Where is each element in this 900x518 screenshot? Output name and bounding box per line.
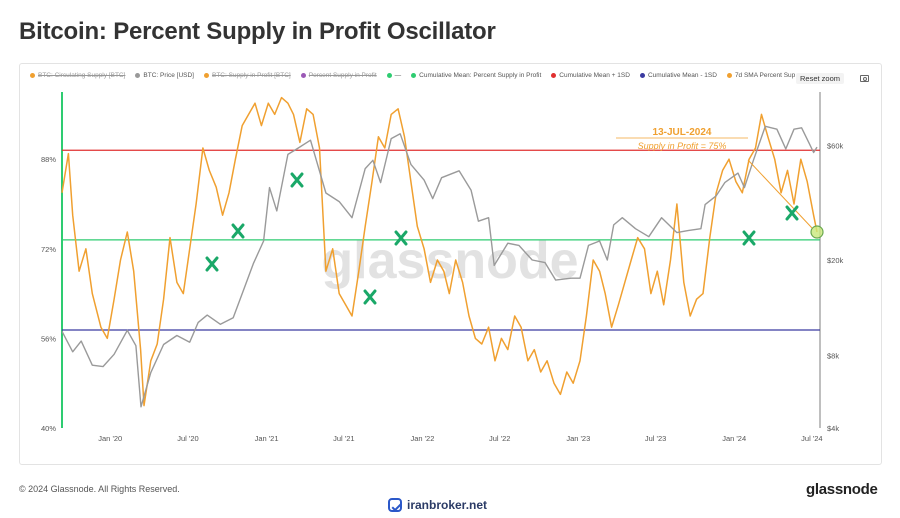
page-title: Bitcoin: Percent Supply in Profit Oscill… bbox=[19, 18, 496, 45]
legend-label: Cumulative Mean - 1SD bbox=[647, 72, 717, 79]
y-right-tick-label: $20k bbox=[827, 256, 844, 265]
legend-swatch bbox=[551, 73, 557, 78]
x-marker-icon bbox=[363, 289, 377, 305]
legend-swatch bbox=[386, 73, 392, 78]
legend-swatch bbox=[203, 73, 209, 78]
brand-label: iranbroker.net bbox=[407, 498, 488, 512]
legend-label: BTC: Supply in Profit [BTC] bbox=[211, 72, 291, 79]
x-marker-icon bbox=[742, 230, 756, 246]
x-tick-label: Jul '20 bbox=[177, 434, 198, 443]
legend-swatch bbox=[639, 73, 645, 78]
y-left-tick-label: 56% bbox=[41, 334, 56, 343]
y-right-tick-label: $8k bbox=[827, 352, 839, 361]
chart-check-icon bbox=[388, 498, 402, 512]
x-marker-icon bbox=[290, 172, 304, 188]
x-tick-label: Jan '20 bbox=[98, 434, 122, 443]
annotation-date: 13-JUL-2024 bbox=[653, 127, 712, 138]
legend-swatch bbox=[411, 73, 417, 78]
x-tick-label: Jul '21 bbox=[333, 434, 354, 443]
legend-label: 7d SMA Percent Sup bbox=[734, 72, 796, 79]
camera-icon[interactable] bbox=[860, 75, 869, 82]
reset-zoom-button[interactable]: Reset zoom bbox=[796, 73, 845, 84]
x-tick-label: Jan '24 bbox=[722, 434, 746, 443]
legend-swatch bbox=[135, 73, 141, 78]
legend-item[interactable]: Cumulative Mean - 1SD bbox=[639, 72, 717, 79]
x-marker-icon bbox=[205, 256, 219, 272]
legend-item[interactable]: Cumulative Mean + 1SD bbox=[551, 72, 630, 79]
annotation-pointer bbox=[747, 159, 813, 229]
y-right-tick-label: $60k bbox=[827, 141, 844, 150]
y-right-tick-label: $4k bbox=[827, 424, 839, 433]
brand-link[interactable]: iranbroker.net bbox=[388, 498, 487, 512]
glassnode-logo: glassnode bbox=[806, 481, 878, 498]
legend-item[interactable]: Percent Supply in Profit bbox=[300, 72, 377, 79]
current-value-marker bbox=[810, 225, 824, 239]
supply-profit-sma-line bbox=[61, 96, 818, 407]
legend-label: Cumulative Mean + 1SD bbox=[559, 72, 630, 79]
x-marker-icon bbox=[785, 205, 799, 221]
x-tick-label: Jan '22 bbox=[410, 434, 434, 443]
legend-item[interactable]: — bbox=[386, 72, 402, 79]
legend-item[interactable]: Cumulative Mean: Percent Supply in Profi… bbox=[411, 72, 541, 79]
copyright-text: © 2024 Glassnode. All Rights Reserved. bbox=[19, 484, 180, 494]
y-left-tick-label: 72% bbox=[41, 245, 56, 254]
legend-item[interactable]: BTC: Price [USD] bbox=[135, 72, 194, 79]
x-tick-label: Jan '21 bbox=[255, 434, 279, 443]
chart-panel: BTC: Circulating Supply [BTC] BTC: Price … bbox=[19, 63, 882, 465]
legend-label: BTC: Circulating Supply [BTC] bbox=[38, 72, 126, 79]
legend-item[interactable]: 7d SMA Percent Sup bbox=[726, 72, 796, 79]
x-tick-label: Jul '22 bbox=[489, 434, 510, 443]
x-marker-icon bbox=[231, 223, 245, 239]
x-tick-label: Jul '24 bbox=[801, 434, 822, 443]
x-tick-label: Jul '23 bbox=[645, 434, 666, 443]
legend-label: Percent Supply in Profit bbox=[308, 72, 377, 79]
x-tick-label: Jan '23 bbox=[566, 434, 590, 443]
legend-swatch bbox=[726, 73, 732, 78]
legend-label: — bbox=[394, 72, 402, 79]
annotation-text: Supply in Profit = 75% bbox=[638, 141, 727, 151]
legend-swatch bbox=[300, 73, 306, 78]
legend-swatch bbox=[30, 73, 35, 78]
chart-legend: BTC: Circulating Supply [BTC] BTC: Price … bbox=[30, 72, 795, 79]
x-marker-icon bbox=[394, 230, 408, 246]
y-left-tick-label: 40% bbox=[41, 424, 56, 433]
legend-label: Cumulative Mean: Percent Supply in Profi… bbox=[419, 72, 542, 79]
legend-item[interactable]: BTC: Supply in Profit [BTC] bbox=[203, 72, 291, 79]
legend-item[interactable]: BTC: Circulating Supply [BTC] bbox=[30, 72, 125, 79]
btc-price-line bbox=[61, 125, 818, 408]
legend-label: BTC: Price [USD] bbox=[143, 72, 194, 79]
y-left-tick-label: 88% bbox=[41, 155, 56, 164]
